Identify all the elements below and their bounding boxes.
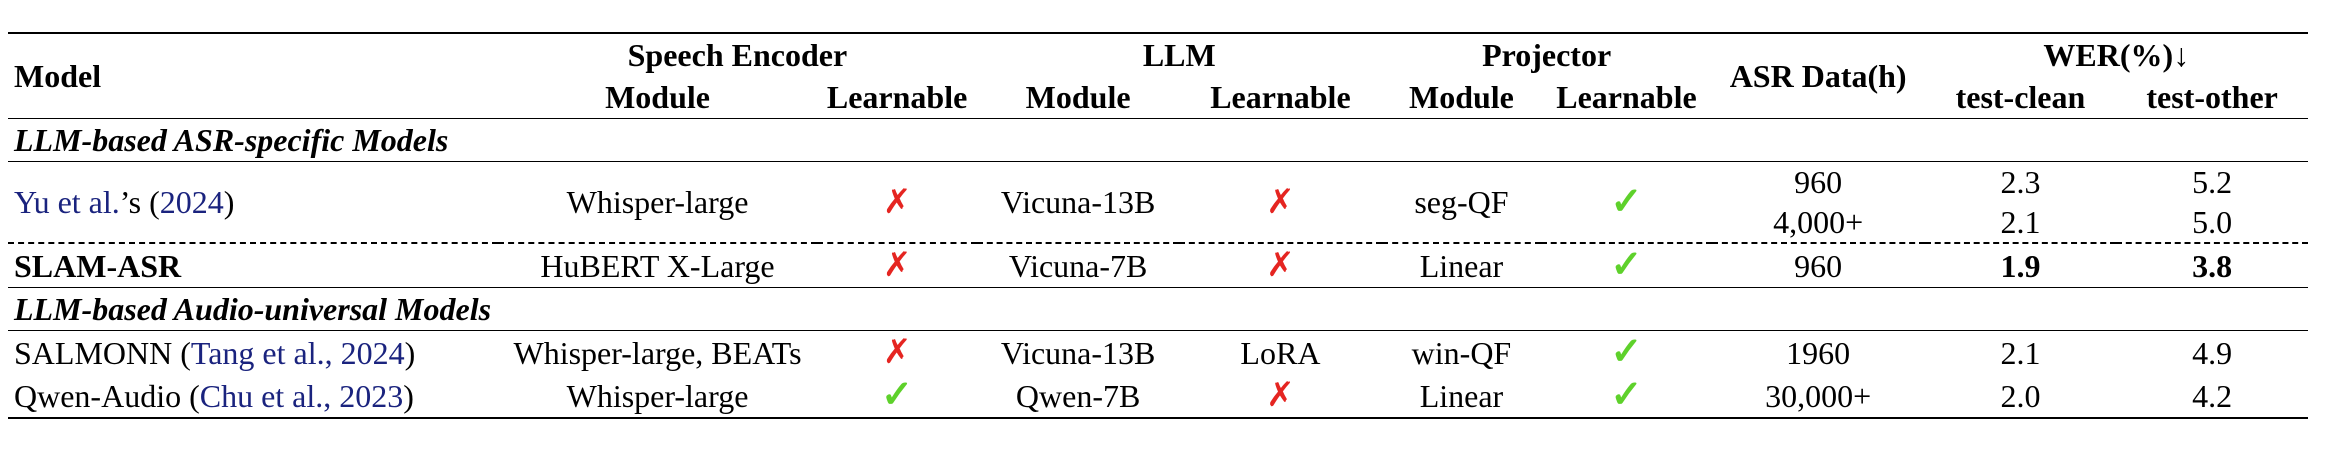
test-other-cell: 5.2 5.0 [2116, 161, 2308, 243]
projector-learnable-cell: ✓ [1541, 374, 1712, 419]
projector-learnable-cell: ✓ [1541, 161, 1712, 243]
header-llm: LLM [976, 32, 1382, 76]
section-title-audio-universal: LLM-based Audio-universal Models [8, 287, 2308, 331]
model-close: ) [223, 184, 235, 220]
llm-cell: Qwen-7B [976, 374, 1180, 419]
asr-data-cell: 1960 [1711, 330, 1925, 374]
asr-data-value: 4,000+ [1773, 204, 1864, 240]
llm-cell: Vicuna-7B [976, 242, 1180, 288]
test-clean-value: 2.3 [2000, 164, 2041, 200]
llm-cell: Vicuna-13B [976, 330, 1180, 374]
test-clean-cell: 2.0 [1924, 374, 2117, 419]
table-row-qwen: Qwen-Audio (Chu et al., 2023) Whisper-la… [8, 374, 2308, 419]
test-other-cell: 4.2 [2116, 374, 2308, 419]
header-row-1: Model Speech Encoder LLM Projector ASR D… [8, 32, 2308, 119]
test-other-cell: 4.9 [2116, 330, 2308, 374]
asr-data-cell: 960 4,000+ [1711, 161, 1925, 243]
test-clean-cell: 1.9 [1924, 242, 2117, 288]
test-clean-value: 2.1 [2000, 204, 2041, 240]
citation-link[interactable]: Yu et al. [14, 184, 120, 220]
comparison-table: Model Speech Encoder LLM Projector ASR D… [8, 32, 2308, 419]
projector-learnable-cell: ✓ [1541, 330, 1712, 374]
section-row-audio-universal: LLM-based Audio-universal Models [8, 287, 2308, 331]
cross-icon: ✗ [882, 183, 912, 221]
cross-icon: ✗ [882, 334, 912, 371]
encoder-cell: Whisper-large [497, 374, 818, 419]
model-name: SALMONN ( [14, 334, 191, 371]
header-asr-data: ASR Data(h) [1711, 32, 1925, 119]
test-other-value: 5.0 [2192, 204, 2233, 240]
encoder-learnable-cell: ✗ [817, 161, 977, 243]
section-title-asr-specific: LLM-based ASR-specific Models [8, 118, 2308, 162]
citation-link[interactable]: Tang et al., 2024 [190, 334, 405, 371]
encoder-cell: Whisper-large, BEATs [497, 330, 818, 374]
model-suffix: ’s ( [119, 184, 160, 220]
section-row-asr-specific: LLM-based ASR-specific Models [8, 118, 2308, 162]
check-icon: ✓ [1610, 244, 1643, 286]
cross-icon: ✗ [1266, 183, 1295, 221]
header-projector-learnable: Learnable [1556, 79, 1697, 115]
encoder-learnable-cell: ✗ [817, 242, 977, 288]
llm-cell: Vicuna-13B [976, 161, 1180, 243]
cross-icon: ✗ [882, 247, 912, 284]
header-model: Model [8, 32, 498, 119]
llm-learnable-cell: ✗ [1179, 374, 1382, 419]
header-projector-module: Module [1408, 79, 1514, 115]
cross-icon: ✗ [1266, 247, 1295, 284]
test-clean-cell: 2.1 [1924, 330, 2117, 374]
llm-learnable-cell: ✗ [1179, 242, 1382, 288]
projector-cell: Linear [1381, 242, 1542, 288]
test-other-value: 5.2 [2192, 164, 2233, 200]
header-test-other: test-other [2146, 79, 2278, 115]
model-cell-salmonn: SALMONN (Tang et al., 2024) [8, 330, 498, 374]
header-wer: WER(%)↓ [1924, 32, 2308, 76]
check-icon: ✓ [1610, 180, 1643, 223]
encoder-cell: Whisper-large [497, 161, 818, 243]
llm-learnable-cell: ✗ [1179, 161, 1382, 243]
check-icon: ✓ [1610, 374, 1643, 416]
asr-data-value: 960 [1794, 164, 1843, 200]
llm-learnable-cell: LoRA [1179, 330, 1382, 374]
header-speech-encoder: Speech Encoder [497, 32, 977, 76]
model-close: ) [403, 377, 414, 414]
header-encoder-learnable: Learnable [826, 79, 968, 115]
header-projector: Projector [1381, 32, 1712, 76]
check-icon: ✓ [881, 374, 914, 416]
projector-cell: win-QF [1381, 330, 1542, 374]
header-row-2: Module Learnable Module Learnable Module… [8, 76, 2308, 119]
model-close: ) [404, 334, 416, 371]
model-cell-yu: Yu et al.’s (2024) [8, 161, 498, 243]
encoder-learnable-cell: ✗ [817, 330, 977, 374]
table-row-slam: SLAM-ASR HuBERT X-Large ✗ Vicuna-7B ✗ Li… [8, 242, 2308, 288]
asr-data-cell: 30,000+ [1711, 374, 1925, 419]
header-test-clean: test-clean [1955, 79, 2086, 115]
citation-link[interactable]: Chu et al., 2023 [199, 377, 404, 414]
encoder-learnable-cell: ✓ [817, 374, 977, 419]
asr-data-cell: 960 [1711, 242, 1925, 288]
model-cell-slam: SLAM-ASR [8, 242, 498, 288]
cross-icon: ✗ [1266, 377, 1295, 414]
projector-learnable-cell: ✓ [1541, 242, 1712, 288]
projector-cell: Linear [1381, 374, 1542, 419]
projector-cell: seg-QF [1381, 161, 1542, 243]
table-row-yu: Yu et al.’s (2024) Whisper-large ✗ Vicun… [8, 161, 2308, 243]
test-clean-cell: 2.3 2.1 [1924, 161, 2117, 243]
table-row-salmonn: SALMONN (Tang et al., 2024) Whisper-larg… [8, 330, 2308, 374]
citation-year-link[interactable]: 2024 [159, 184, 224, 220]
model-cell-qwen: Qwen-Audio (Chu et al., 2023) [8, 374, 498, 419]
header-llm-module: Module [1025, 79, 1131, 115]
header-encoder-module: Module [605, 79, 710, 115]
check-icon: ✓ [1610, 331, 1643, 373]
encoder-cell: HuBERT X-Large [497, 242, 818, 288]
model-name: Qwen-Audio ( [14, 377, 200, 414]
header-llm-learnable: Learnable [1210, 79, 1351, 115]
test-other-cell: 3.8 [2116, 242, 2308, 288]
